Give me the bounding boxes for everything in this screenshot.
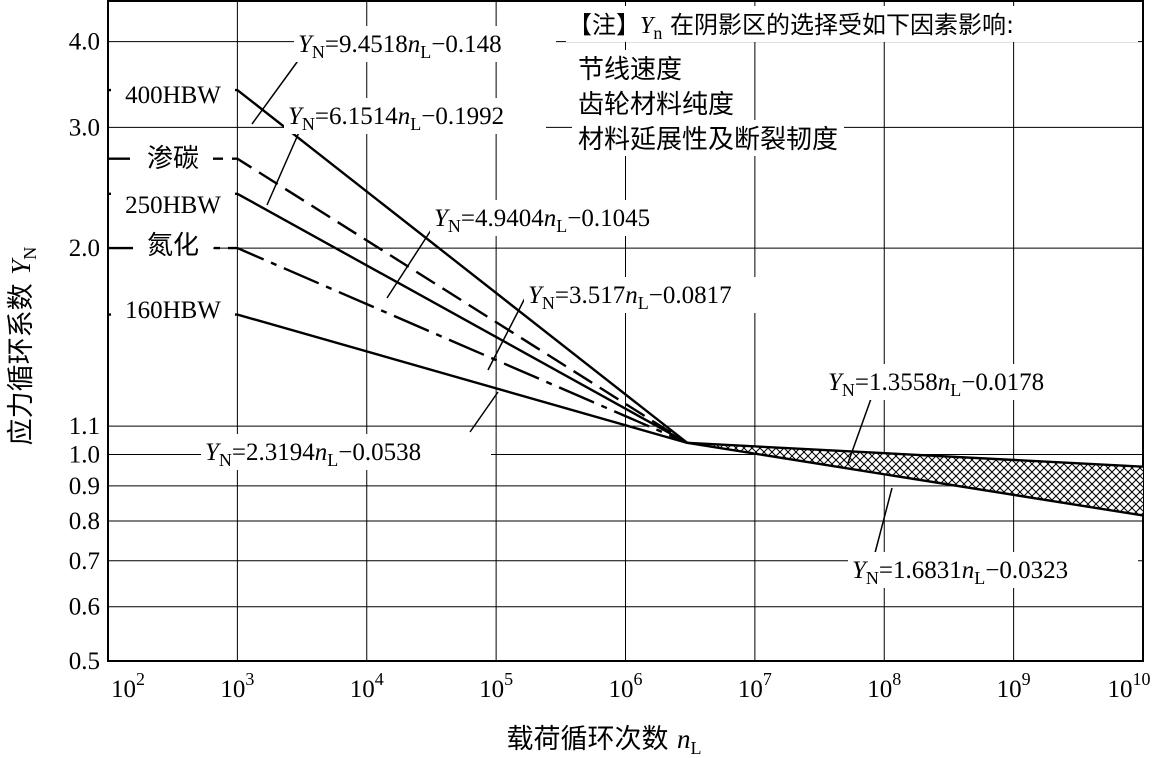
x-tick-label: 107: [738, 669, 772, 703]
curve-labels: 400HBW 渗碳 250HBW 氮化 160HBW: [111, 77, 235, 326]
curve-label-bg: [111, 77, 235, 111]
equation-bg: [824, 364, 1114, 400]
tick-labels: 0.5 0.6 0.7 0.8 0.9 1.01.1 2.0 3.0 4.0 102 103 104 1…: [69, 29, 1151, 703]
note-bg: [566, 6, 1138, 42]
equation-leader-line: [847, 395, 873, 464]
equation-label: YN=2.3194nL−0.0538: [205, 439, 421, 470]
curve-label-bg: [133, 141, 213, 175]
x-tick-label: 108: [867, 669, 901, 703]
equation-bg: [848, 552, 1138, 588]
note-heading: 【注】Yn 在阴影区的选择受如下因素影响:: [568, 11, 1014, 43]
curve-label: 400HBW: [125, 82, 221, 109]
equation-leader-line: [251, 57, 301, 125]
series-line-4: [108, 313, 688, 445]
equation-bg: [201, 434, 491, 470]
y-tick-label: 1.0: [69, 442, 100, 469]
axis-labels: 载荷循环次数 nL 应力循环系数 YN: [6, 247, 702, 758]
note-item-bg: [572, 120, 844, 156]
curve-label-bg: [133, 228, 213, 262]
series-line-3: [108, 246, 688, 444]
series-line-6: [687, 441, 1144, 517]
y-axis-title: 应力循环系数 YN: [6, 247, 40, 446]
curve-label: 160HBW: [125, 297, 221, 324]
y-tick-label: 0.6: [69, 594, 100, 621]
x-tick-label: 102: [111, 669, 145, 703]
curve-label-bg: [111, 292, 235, 326]
equation-bg: [294, 26, 556, 62]
y-tick-label: 1.1: [69, 413, 100, 440]
y-tick-label: 0.7: [69, 548, 100, 575]
equation-leader-line: [469, 391, 499, 433]
y-tick-label: 4.0: [69, 29, 100, 56]
note-item-bg: [572, 50, 688, 86]
curve-label: 氮化: [147, 231, 199, 261]
y-tick-label: 0.9: [69, 473, 100, 500]
note-item-bg: [572, 85, 740, 121]
equation-leader-line: [386, 223, 436, 299]
curve-label: 渗碳: [147, 144, 199, 174]
x-tick-label: 1010: [1108, 669, 1151, 703]
equation-leader-line: [266, 129, 301, 206]
note-block: 【注】Yn 在阴影区的选择受如下因素影响: 节线速度齿轮材料纯度材料延展性及断裂韧…: [566, 6, 1138, 156]
y-tick-label: 3.0: [69, 114, 100, 141]
x-tick-label: 103: [220, 669, 254, 703]
equation-label: YN=1.6831nL−0.0323: [852, 557, 1068, 588]
equation-label: YN=4.9404nL−0.1045: [434, 205, 650, 236]
y-tick-label: 2.0: [69, 235, 100, 262]
equation-label: YN=1.3558nL−0.0178: [828, 369, 1044, 400]
equation-labels: YN=9.4518nL−0.148 YN=6.1514nL−0.1992 YN=4.…: [201, 26, 1138, 588]
equation-label: YN=3.517nL−0.0817: [528, 282, 732, 313]
note-item: 齿轮材料纯度: [578, 90, 734, 120]
note-item: 材料延展性及断裂韧度: [578, 125, 838, 155]
equation-label: YN=9.4518nL−0.148: [298, 31, 502, 62]
x-axis-title: 载荷循环次数 nL: [506, 724, 701, 758]
equation-bg: [524, 277, 814, 313]
x-tick-label: 104: [350, 669, 384, 703]
note-item: 节线速度: [578, 55, 682, 85]
equation-leader-line: [487, 297, 526, 371]
equation-bg: [284, 98, 546, 134]
x-tick-label: 106: [609, 669, 643, 703]
series-line-5: [687, 441, 1144, 468]
curve-label-bg: [111, 187, 235, 221]
y-tick-label: 0.5: [69, 648, 100, 675]
y-tick-label: 0.8: [69, 508, 100, 535]
x-tick-label: 109: [997, 669, 1031, 703]
equation-bg: [430, 200, 720, 236]
x-tick-label: 105: [479, 669, 513, 703]
curve-label: 250HBW: [125, 192, 221, 219]
equation-label: YN=6.1514nL−0.1992: [288, 103, 504, 134]
